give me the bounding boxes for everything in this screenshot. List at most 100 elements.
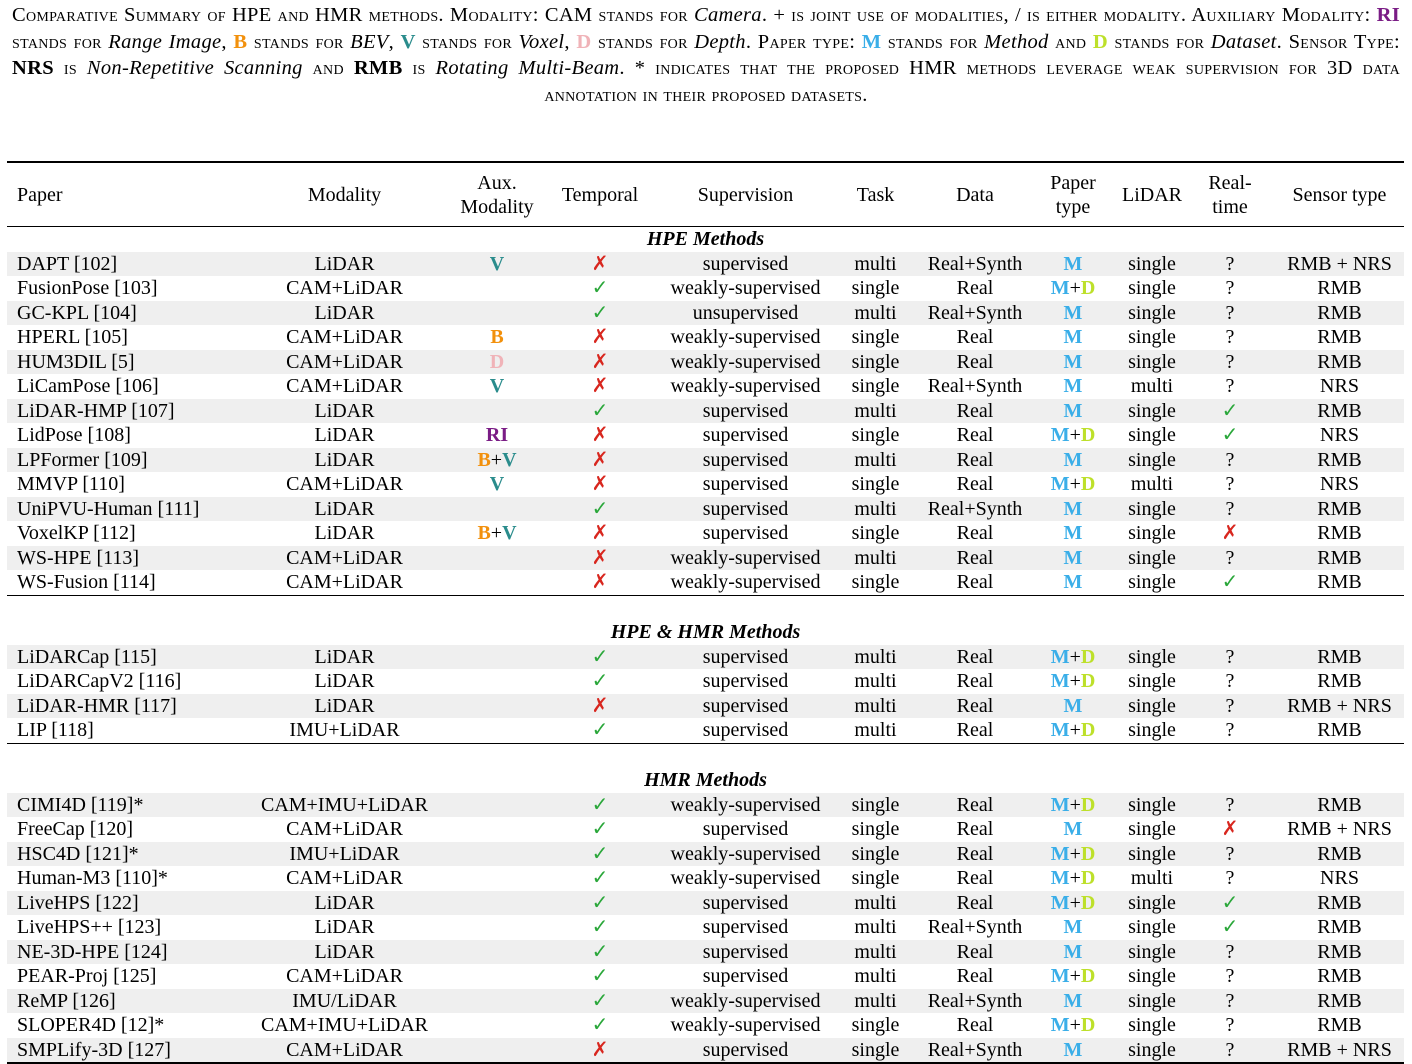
- cell-modality: CAM+LiDAR: [286, 277, 403, 300]
- cell-supervision: supervised: [663, 398, 828, 423]
- cell-task: single: [828, 349, 923, 374]
- cell-realtime: ?: [1185, 792, 1275, 817]
- cell-modality: IMU+LiDAR: [232, 841, 457, 866]
- cell-task: single: [851, 473, 900, 496]
- cell-aux-modality: [457, 496, 537, 521]
- paper-type-m-key: M: [861, 30, 882, 53]
- cell-paper-type: M: [1027, 398, 1119, 423]
- cell-paper-type: M+D: [1027, 276, 1119, 301]
- table-row: HSC4D [121]* IMU+LiDAR ✓ weakly-supervised s…: [7, 841, 1404, 866]
- paper-type-dataset: D: [1080, 424, 1096, 447]
- cell-modality: LiDAR: [232, 890, 457, 915]
- cell-data: Real: [956, 670, 994, 693]
- cell-paper-type: M+D: [1027, 669, 1119, 694]
- cell-realtime: ?: [1185, 693, 1275, 718]
- col-header-temporal: Temporal: [561, 183, 639, 206]
- table-row: SMPLify-3D [127] CAM+LiDAR ✗ supervised sing…: [7, 1037, 1404, 1063]
- cell-supervision: supervised: [702, 670, 789, 693]
- cell-aux-modality: [457, 866, 537, 891]
- cell-paper: LiveHPS++ [123]: [17, 916, 162, 939]
- caption-text: stands for: [415, 30, 519, 53]
- cell-data: Real: [956, 818, 994, 841]
- plus-sign: +: [1069, 424, 1081, 447]
- paper-type-method: M: [1063, 497, 1083, 520]
- check-icon: ✓: [1221, 399, 1239, 422]
- paper-type-method: M: [1063, 916, 1083, 939]
- caption-text: . * indicates that the proposed HMR meth…: [544, 57, 1400, 106]
- cell-paper-type: M+D: [1027, 644, 1119, 669]
- cell-temporal: ✓: [537, 718, 663, 743]
- cell-paper-type: M: [1027, 545, 1119, 570]
- cell-data: Real+Synth: [923, 251, 1027, 276]
- cell-supervision: supervised: [702, 522, 789, 545]
- cell-temporal: ✓: [537, 300, 663, 325]
- cell-paper: WS-Fusion [114]: [17, 571, 156, 594]
- check-icon: ✓: [591, 867, 609, 890]
- cell-realtime: ?: [1185, 545, 1275, 570]
- cell-task: multi: [854, 670, 897, 693]
- cell-temporal: ✓: [537, 964, 663, 989]
- gap-cell: [7, 743, 1404, 768]
- cell-lidar: single: [1119, 890, 1185, 915]
- cell-data: Real: [923, 890, 1027, 915]
- cell-task: multi: [854, 916, 897, 939]
- cell-paper: LiDARCapV2 [116]: [17, 670, 182, 693]
- check-icon: ✓: [1221, 891, 1239, 914]
- caption-text: ,: [564, 30, 577, 53]
- cell-modality: LiDAR: [232, 496, 457, 521]
- caption-text: . Paper type:: [745, 30, 862, 53]
- cell-task: single: [828, 841, 923, 866]
- cell-task: single: [851, 326, 900, 349]
- cell-paper: Human-M3 [110]*: [17, 867, 168, 890]
- cell-temporal: ✓: [537, 988, 663, 1013]
- caption-text: and: [1048, 30, 1093, 53]
- cell-paper: WS-HPE [113]: [7, 545, 232, 570]
- cell-task: single: [851, 522, 900, 545]
- cell-aux-modality: B: [457, 325, 537, 350]
- cell-data: Real: [956, 719, 994, 742]
- paper-type-method: M: [1063, 989, 1083, 1012]
- plus-sign: +: [1069, 793, 1081, 816]
- paper-type-method: M: [1050, 891, 1070, 914]
- gap-cell: [7, 595, 1404, 620]
- cell-data: Real: [923, 349, 1027, 374]
- check-icon: ✓: [591, 916, 609, 939]
- cell-data: Real+Synth: [927, 375, 1023, 398]
- cell-lidar: multi: [1130, 867, 1174, 890]
- cell-task: multi: [828, 545, 923, 570]
- header-line: Aux.: [477, 171, 517, 194]
- cell-task: single: [828, 1037, 923, 1063]
- cell-realtime: ?: [1185, 644, 1275, 669]
- cross-icon: ✗: [1221, 818, 1239, 841]
- cell-aux-modality: [457, 718, 537, 743]
- cell-realtime: ?: [1225, 1014, 1235, 1037]
- cell-sensor-type: RMB: [1275, 890, 1404, 915]
- paper-type-method: M: [1050, 670, 1070, 693]
- cell-realtime: ✓: [1185, 890, 1275, 915]
- cell-sensor-type: RMB: [1275, 644, 1404, 669]
- comparison-table: Paper Modality Aux. Modality Temporal Sup…: [7, 161, 1404, 1064]
- cell-aux-modality: [457, 1013, 537, 1038]
- cell-sensor-type: RMB: [1275, 349, 1404, 374]
- cell-lidar: single: [1128, 719, 1176, 742]
- cell-modality: CAM+IMU+LiDAR: [260, 1014, 428, 1037]
- cell-temporal: ✓: [537, 496, 663, 521]
- aux-b-key: B: [233, 30, 248, 53]
- table-row: VoxelKP [112] LiDAR B+V ✗ supervised single Re…: [7, 521, 1404, 546]
- section-header-row: HPE & HMR Methods: [7, 620, 1404, 645]
- cell-paper-type: M: [1027, 325, 1119, 350]
- cell-temporal: ✓: [537, 276, 663, 301]
- cell-paper: LIP [118]: [17, 719, 94, 742]
- aux-modality-v: V: [489, 473, 505, 496]
- cell-realtime: ?: [1225, 375, 1235, 398]
- cell-lidar: single: [1119, 496, 1185, 521]
- paper-type-method: M: [1063, 375, 1083, 398]
- paper-type-dataset: D: [1080, 277, 1096, 300]
- cell-aux-modality: [457, 841, 537, 866]
- caption-term: Method: [984, 30, 1049, 53]
- cell-modality: LiDAR: [314, 670, 375, 693]
- cell-temporal: ✓: [537, 792, 663, 817]
- cell-realtime: ?: [1225, 719, 1235, 742]
- cell-aux-modality: [457, 939, 537, 964]
- aux-modality-d: D: [489, 350, 505, 373]
